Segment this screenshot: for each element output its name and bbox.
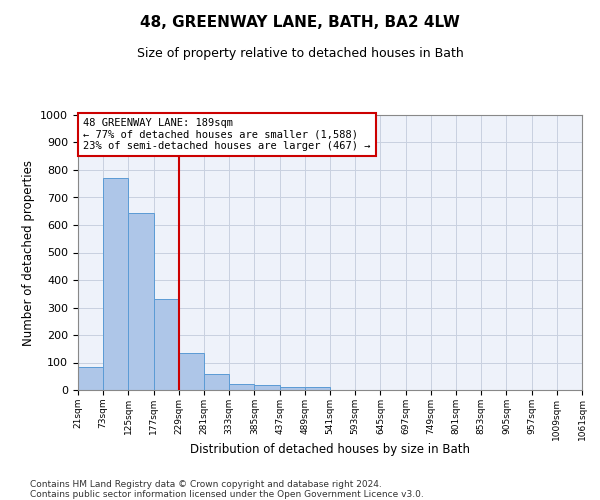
Text: 48, GREENWAY LANE, BATH, BA2 4LW: 48, GREENWAY LANE, BATH, BA2 4LW — [140, 15, 460, 30]
Y-axis label: Number of detached properties: Number of detached properties — [22, 160, 35, 346]
Bar — [154, 299, 179, 390]
Bar — [179, 354, 204, 390]
Bar — [280, 387, 305, 390]
Bar — [229, 384, 254, 390]
Text: Contains public sector information licensed under the Open Government Licence v3: Contains public sector information licen… — [30, 490, 424, 499]
Bar — [78, 367, 103, 390]
Text: Size of property relative to detached houses in Bath: Size of property relative to detached ho… — [137, 48, 463, 60]
Bar — [128, 213, 154, 390]
Bar — [103, 178, 128, 390]
Bar — [305, 387, 330, 390]
Text: 48 GREENWAY LANE: 189sqm
← 77% of detached houses are smaller (1,588)
23% of sem: 48 GREENWAY LANE: 189sqm ← 77% of detach… — [83, 118, 371, 151]
Bar — [204, 374, 229, 390]
Bar — [254, 385, 280, 390]
Text: Distribution of detached houses by size in Bath: Distribution of detached houses by size … — [190, 442, 470, 456]
Text: Contains HM Land Registry data © Crown copyright and database right 2024.: Contains HM Land Registry data © Crown c… — [30, 480, 382, 489]
